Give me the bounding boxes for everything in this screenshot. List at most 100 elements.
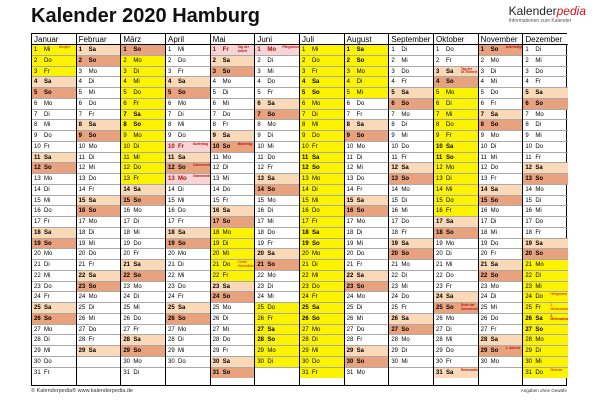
day-cell: 10 Fr Karfreitag	[166, 141, 210, 153]
weekday-label: Fr	[312, 68, 318, 75]
day-number: 25	[436, 305, 443, 311]
day-cell: 18 Do	[255, 228, 299, 239]
day-cell: 8 Mi	[166, 120, 210, 131]
day-number: 21	[123, 262, 131, 268]
day-number: 20	[480, 251, 488, 258]
weekday-label: So	[44, 165, 52, 172]
day-cell: 11 Fr	[523, 153, 568, 164]
day-number: 29	[480, 348, 488, 354]
day-cell: 28 Do	[210, 335, 255, 346]
day-cell: 1 Do	[434, 45, 478, 56]
day-number: 11	[168, 154, 175, 161]
weekday-label: Do	[44, 358, 52, 365]
weekday-label: Mo	[535, 111, 544, 118]
weekday-label: Mo	[222, 79, 231, 86]
weekday-label: Di	[446, 176, 452, 182]
weekday-label: Mi	[133, 154, 140, 161]
day-cell: 20 Mo	[32, 249, 76, 260]
month-column-9: Oktober 1 Do 2 Fr 3 Sa Tag der Dt. Einheit 4 So 5 M…	[434, 34, 479, 385]
day-number: 29	[168, 348, 175, 354]
day-cell: 21 Di	[166, 260, 210, 271]
day-cell: 15 Di	[523, 196, 568, 207]
day-cell: 10 Do	[523, 142, 568, 153]
day-number: 1	[436, 47, 440, 53]
weekday-label: Mo	[267, 272, 276, 279]
day-cell: 13 Fr	[121, 174, 165, 185]
day-cell: 14 Fr	[344, 185, 389, 196]
day-cell: 8 Do	[434, 120, 478, 131]
day-number: 8	[302, 122, 306, 129]
month-header: Mai	[210, 34, 255, 45]
day-cell	[255, 368, 299, 379]
day-number: 8	[480, 122, 484, 129]
weekday-label: Fr	[356, 262, 363, 268]
weekday-label: Fr	[356, 111, 363, 118]
weekday-label: Fr	[222, 348, 229, 354]
weekday-label: Sa	[222, 133, 230, 139]
day-number: 21	[391, 262, 399, 268]
weekday-label: Sa	[133, 337, 141, 344]
weekday-label: Fr	[490, 251, 497, 258]
day-number: 8	[346, 122, 350, 129]
weekday-label: Fr	[312, 143, 318, 150]
day-number: 23	[391, 283, 399, 290]
weekday-label: So	[356, 283, 365, 290]
weekday-label: Di	[267, 283, 273, 290]
day-number: 27	[480, 326, 488, 333]
weekday-label: Sa	[178, 79, 186, 86]
day-number: 5	[391, 90, 395, 96]
holiday-label: Muttertag	[237, 141, 253, 146]
day-number: 13	[257, 176, 265, 182]
weekday-label: Sa	[490, 186, 498, 193]
day-cell: 23 Sa	[210, 281, 255, 293]
day-number: 27	[212, 326, 220, 333]
day-number: 23	[346, 283, 354, 290]
day-cell: 24 Fr	[166, 292, 210, 303]
weekday-label: Do	[133, 90, 141, 96]
day-cell: 26 Do	[121, 314, 165, 325]
weekday-label: Mi	[88, 315, 95, 322]
day-number: 11	[480, 154, 487, 161]
day-cell: 26 Fr	[255, 313, 299, 325]
day-cell: 14 So	[255, 184, 299, 196]
day-number: 11	[436, 154, 443, 161]
brand-logo: Kalenderpedia Informationen zum Kalender	[509, 4, 586, 24]
day-number: 27	[391, 326, 399, 333]
day-number: 30	[123, 358, 131, 365]
day-cell: 18 So	[434, 227, 478, 239]
day-cell: 9 Do	[166, 131, 210, 142]
weekday-label: Di	[267, 358, 273, 365]
weekday-label: So	[178, 90, 186, 96]
weekday-label: Fr	[490, 326, 497, 333]
day-cell: 9 Do	[300, 131, 344, 142]
weekday-label: Fr	[222, 272, 229, 279]
weekday-label: Di	[535, 47, 541, 53]
weekday-label: Do	[446, 348, 454, 354]
day-number: 31	[34, 369, 41, 376]
day-number: 25	[212, 305, 220, 311]
day-cell: 12 Do	[478, 163, 523, 174]
day-number: 15	[302, 197, 309, 204]
day-cell: 17 Di	[478, 217, 523, 228]
weekday-label: Mi	[312, 197, 319, 204]
day-cell: 21 Fr	[76, 260, 121, 271]
day-number: 26	[168, 315, 175, 322]
day-cell: 28 So	[255, 335, 299, 346]
day-number: 17	[212, 219, 220, 225]
weekday-label: So	[222, 143, 231, 150]
day-number: 24	[212, 294, 220, 301]
weekday-label: Mo	[490, 57, 499, 64]
weekday-label: So	[133, 272, 141, 279]
day-number: 31	[436, 369, 443, 376]
day-number: 25	[257, 305, 265, 311]
weekday-label: So	[178, 240, 186, 247]
weekday-label: So	[133, 348, 141, 354]
day-number: 25	[168, 305, 175, 311]
weekday-label: Di	[312, 262, 318, 268]
weekday-label: Do	[401, 294, 409, 301]
holiday-label: Ostersonntag	[193, 163, 210, 168]
day-number: 13	[436, 176, 443, 182]
day-number: 23	[34, 283, 41, 290]
day-number: 4	[480, 79, 484, 86]
